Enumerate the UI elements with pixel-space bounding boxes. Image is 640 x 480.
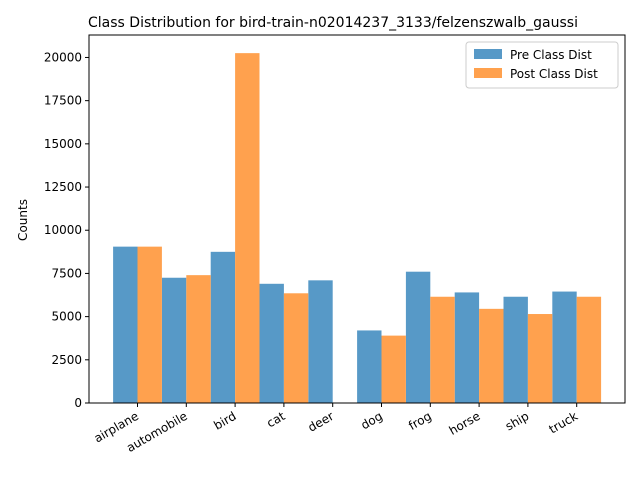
y-tick-label: 12500	[44, 180, 82, 194]
legend-box	[465, 41, 619, 89]
y-tick-label: 15000	[44, 137, 82, 151]
y-axis: 0 2500 5000 7500 10000 12500 15000 17500 20000	[44, 50, 89, 410]
x-tick-label-horse: horse	[447, 409, 483, 438]
bar-post-class-dist-cat	[283, 293, 309, 403]
y-tick-label: 17500	[44, 94, 82, 108]
bar-post-class-dist-ship	[527, 314, 553, 403]
chart-title: Class Distribution for bird-train-n02014…	[88, 15, 578, 31]
y-tick-label: 0	[74, 396, 82, 410]
y-tick-label: 2500	[51, 353, 82, 367]
legend: Pre Class Dist Post Class Dist	[465, 41, 619, 89]
bar-post-class-dist-automobile	[186, 275, 211, 403]
bar-post-class-dist-bird	[235, 53, 260, 404]
bar-pre-class-dist-automobile	[161, 277, 187, 403]
y-tick-label: 10000	[44, 223, 82, 237]
bar-pre-class-dist-airplane	[113, 246, 138, 403]
bar-pre-class-dist-truck	[552, 291, 577, 403]
legend-label: Post Class Dist	[510, 67, 598, 81]
bar-pre-class-dist-horse	[454, 292, 480, 403]
plot-frame	[88, 34, 626, 404]
bar-pre-class-dist-dog	[357, 330, 382, 403]
bar-pre-class-dist-deer	[308, 280, 333, 403]
bar-post-class-dist-frog	[430, 296, 455, 403]
bar-post-class-dist-airplane	[137, 246, 162, 403]
bar-pre-class-dist-bird	[210, 251, 236, 403]
y-axis-label: Counts	[16, 199, 30, 241]
y-tick-label: 7500	[51, 266, 82, 280]
y-tick-label: 5000	[51, 310, 82, 324]
x-tick-label-frog: frog	[406, 409, 434, 433]
bar-post-class-dist-truck	[576, 296, 602, 403]
bar-pre-class-dist-frog	[405, 271, 431, 403]
bar-post-class-dist-horse	[479, 308, 504, 403]
bar-pre-class-dist-ship	[503, 296, 528, 403]
x-tick-label-ship: ship	[503, 409, 531, 434]
x-tick-label-dog: dog	[358, 409, 385, 432]
x-tick-label-truck: truck	[547, 409, 581, 437]
x-tick-label-deer: deer	[306, 409, 337, 435]
bars-group	[113, 53, 602, 404]
x-tick-label-cat: cat	[264, 409, 287, 431]
bar-post-class-dist-dog	[381, 335, 406, 403]
bar-pre-class-dist-cat	[259, 283, 284, 403]
legend-swatch	[474, 49, 502, 59]
x-tick-label-bird: bird	[211, 409, 238, 433]
legend-label: Pre Class Dist	[510, 48, 592, 62]
legend-swatch	[474, 68, 502, 78]
y-tick-label: 20000	[44, 50, 82, 64]
